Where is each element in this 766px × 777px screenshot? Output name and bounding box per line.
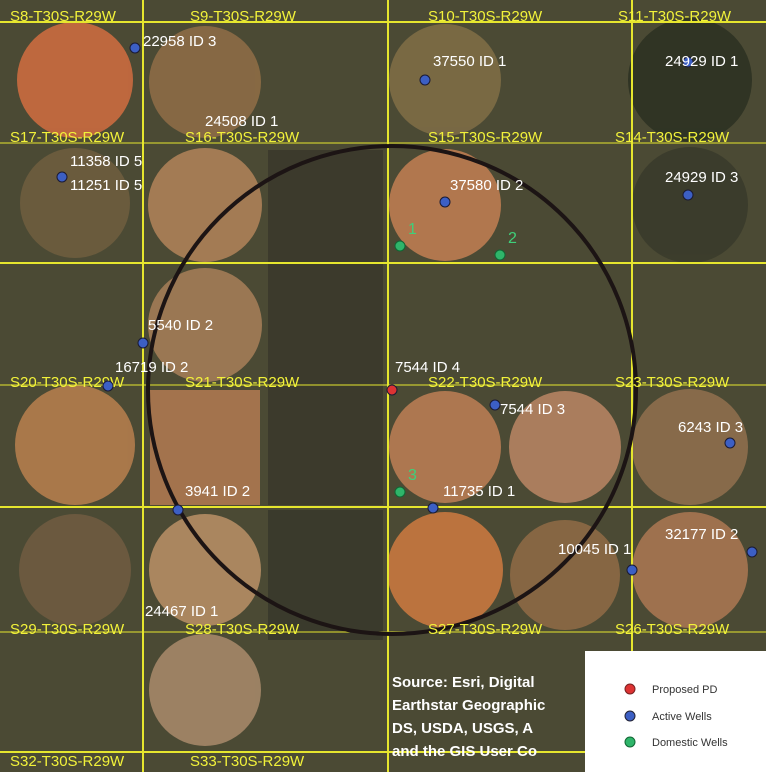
- active-well-marker: [137, 337, 149, 349]
- well-label: 7544 ID 3: [500, 401, 565, 418]
- section-label: S33-T30S-R29W: [190, 753, 305, 770]
- active-well-marker: [419, 74, 431, 86]
- domestic-number: 2: [508, 230, 517, 247]
- well-label: 5540 ID 2: [148, 317, 213, 334]
- well-label: 22958 ID 3: [143, 33, 216, 50]
- source-line: and the GIS User Co: [392, 743, 537, 760]
- section-label: S28-T30S-R29W: [185, 621, 300, 638]
- domestic-number: 1: [408, 221, 417, 238]
- source-line: Earthstar Geographic: [392, 697, 545, 714]
- radius-circle: [146, 144, 638, 636]
- active-well-marker: [56, 171, 68, 183]
- source-attribution: Source: Esri, Digital Earthstar Geograph…: [392, 674, 545, 760]
- source-line: Source: Esri, Digital: [392, 674, 535, 691]
- active-well-marker: [626, 564, 638, 576]
- domestic-number: 3: [408, 467, 417, 484]
- section-label: S11-T30S-R29W: [618, 8, 732, 25]
- well-label: 7544 ID 4: [395, 359, 460, 376]
- well-label: 24467 ID 1: [145, 603, 218, 620]
- well-label: 37580 ID 2: [450, 177, 523, 194]
- legend-label: Proposed PD: [652, 684, 717, 696]
- domestic-well-marker: [394, 240, 406, 252]
- legend-box: [585, 651, 766, 772]
- well-label: 24929 ID 1: [665, 53, 738, 70]
- labels: S8-T30S-R29W S9-T30S-R29W S10-T30S-R29W S11…: [10, 8, 758, 770]
- well-label: 24508 ID 1: [205, 113, 278, 130]
- field-patterns: [15, 18, 752, 746]
- section-label: S29-T30S-R29W: [10, 621, 125, 638]
- active-well-marker: [746, 546, 758, 558]
- source-line: DS, USDA, USGS, A: [392, 720, 533, 737]
- active-well-marker: [427, 502, 439, 514]
- active-well-marker: [724, 437, 736, 449]
- legend: Proposed PD Active Wells Domestic Wells: [585, 651, 766, 772]
- section-label: S8-T30S-R29W: [10, 8, 117, 25]
- active-well-marker: [129, 42, 141, 54]
- well-label: 32177 ID 2: [665, 526, 738, 543]
- well-label: 10045 ID 1: [558, 541, 631, 558]
- well-label: 3941 ID 2: [185, 483, 250, 500]
- section-label: S23-T30S-R29W: [615, 374, 730, 391]
- well-label: 6243 ID 3: [678, 419, 743, 436]
- legend-swatch: [624, 736, 636, 748]
- legend-label: Active Wells: [652, 711, 712, 723]
- section-label: S14-T30S-R29W: [615, 129, 730, 146]
- legend-label: Domestic Wells: [652, 737, 728, 749]
- proposed-pd-marker: [386, 384, 398, 396]
- well-label: 11251 ID 5: [70, 177, 142, 194]
- domestic-well-marker: [494, 249, 506, 261]
- active-well-marker: [439, 196, 451, 208]
- section-label: S21-T30S-R29W: [185, 374, 300, 391]
- well-label: 37550 ID 1: [433, 53, 506, 70]
- section-label: S15-T30S-R29W: [428, 129, 543, 146]
- section-label: S27-T30S-R29W: [428, 621, 543, 638]
- active-well-marker: [682, 189, 694, 201]
- section-label: S32-T30S-R29W: [10, 753, 125, 770]
- active-well-marker: [172, 504, 184, 516]
- section-label: S16-T30S-R29W: [185, 129, 300, 146]
- section-label: S20-T30S-R29W: [10, 374, 125, 391]
- active-well-marker: [489, 399, 501, 411]
- well-label: 11358 ID 5: [70, 153, 142, 170]
- section-label: S9-T30S-R29W: [190, 8, 297, 25]
- section-label: S26-T30S-R29W: [615, 621, 730, 638]
- section-label: S17-T30S-R29W: [10, 129, 125, 146]
- section-label: S22-T30S-R29W: [428, 374, 543, 391]
- well-label: 11735 ID 1: [443, 483, 515, 500]
- active-well-marker: [682, 56, 694, 68]
- section-label: S10-T30S-R29W: [428, 8, 543, 25]
- legend-swatch: [624, 683, 636, 695]
- domestic-well-marker: [394, 486, 406, 498]
- well-label: 16719 ID 2: [115, 359, 188, 376]
- active-well-marker: [102, 380, 114, 392]
- well-label: 24929 ID 3: [665, 169, 738, 186]
- legend-swatch: [624, 710, 636, 722]
